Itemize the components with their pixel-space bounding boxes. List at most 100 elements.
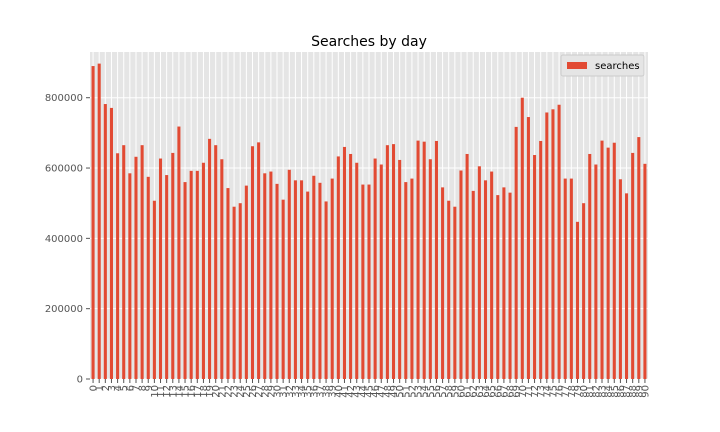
bar — [643, 163, 647, 379]
x-tick-label: 24 — [236, 385, 247, 398]
x-tick-label: 55 — [426, 385, 437, 398]
x-tick-label: 30 — [273, 385, 284, 398]
x-tick-label: 17 — [193, 385, 204, 398]
x-tick-label: 89 — [634, 385, 645, 398]
bar — [336, 156, 340, 379]
x-tick-label: 26 — [248, 385, 259, 398]
bar — [575, 221, 580, 379]
bar — [625, 193, 629, 379]
bar — [171, 152, 175, 379]
x-tick-label: 84 — [604, 385, 615, 398]
bars — [91, 63, 647, 380]
legend-label: searches — [595, 61, 640, 72]
x-tick-label: 62 — [469, 385, 480, 398]
legend: searches — [560, 54, 645, 77]
bar — [306, 191, 310, 379]
bar — [324, 201, 328, 379]
bar — [606, 147, 610, 379]
x-tick-label: 58 — [444, 385, 455, 398]
bar — [367, 184, 371, 379]
bar — [563, 178, 567, 379]
x-tick-label: 82 — [591, 385, 602, 398]
y-axis: 0 200000 400000 600000 800000 — [45, 93, 90, 386]
x-tick-label: 13 — [168, 385, 179, 398]
bar — [398, 159, 402, 379]
bar — [97, 63, 101, 380]
x-tick-label: 0 — [89, 385, 100, 391]
x-tick-label: 42 — [346, 385, 357, 398]
x-tick-label: 77 — [561, 385, 572, 398]
bar — [483, 180, 488, 379]
x-tick-label: 18 — [199, 385, 210, 398]
x-tick-label: 28 — [260, 385, 271, 398]
bar — [459, 170, 463, 379]
bar — [385, 145, 389, 379]
bar — [526, 117, 530, 379]
x-tick-label: 60 — [456, 385, 467, 398]
bar — [379, 164, 383, 379]
bar — [318, 182, 322, 379]
x-tick-label: 90 — [640, 385, 651, 398]
legend-swatch — [567, 62, 587, 69]
y-tick-label: 600000 — [45, 164, 83, 175]
x-tick-label: 41 — [340, 385, 351, 398]
bar — [349, 153, 353, 379]
bar — [637, 137, 641, 379]
bar — [189, 170, 193, 379]
bar — [391, 144, 396, 379]
x-tick-label: 36 — [309, 385, 320, 398]
bar — [410, 178, 414, 379]
x-tick-label: 53 — [414, 385, 425, 398]
x-tick-label: 51 — [401, 385, 412, 398]
bar — [496, 195, 500, 379]
bar — [428, 159, 432, 379]
x-tick-label: 35 — [303, 385, 314, 398]
x-tick-label: 80 — [579, 385, 590, 398]
bar — [195, 170, 199, 379]
x-tick-label: 52 — [407, 385, 418, 398]
x-tick-label: 15 — [181, 385, 192, 398]
legend-box — [560, 54, 645, 77]
x-tick-label: 65 — [487, 385, 498, 398]
bar — [520, 97, 524, 379]
bar — [263, 173, 267, 379]
x-tick-label: 38 — [322, 385, 333, 398]
bar — [232, 206, 236, 379]
bar — [103, 104, 107, 380]
bar — [508, 192, 512, 379]
x-tick-label: 50 — [395, 385, 406, 398]
bar — [177, 126, 181, 380]
bar — [373, 158, 377, 379]
x-tick-label: 40 — [334, 385, 345, 398]
x-tick-label: 79 — [573, 385, 584, 398]
bar — [140, 145, 144, 379]
x-tick-label: 69 — [512, 385, 523, 398]
x-tick-label: 29 — [266, 385, 277, 398]
x-tick-label: 87 — [622, 385, 633, 398]
bar — [441, 187, 445, 379]
x-tick-label: 61 — [463, 385, 474, 398]
x-tick-label: 74 — [542, 385, 553, 398]
bar — [582, 203, 586, 379]
x-tick-label: 14 — [174, 385, 185, 398]
bar — [422, 141, 426, 379]
x-tick-label: 2 — [101, 385, 112, 391]
x-tick-label: 59 — [450, 385, 461, 398]
bar — [342, 146, 347, 379]
y-tick-label: 0 — [77, 375, 83, 386]
bar — [293, 180, 297, 379]
x-tick-label: 70 — [518, 385, 529, 398]
x-tick-label: 25 — [242, 385, 253, 398]
x-tick-label: 37 — [315, 385, 326, 398]
bar — [250, 146, 255, 379]
bar — [134, 156, 138, 379]
x-tick-label: 78 — [567, 385, 578, 398]
bar — [434, 140, 438, 379]
x-tick-label: 39 — [328, 385, 339, 398]
x-tick-label: 75 — [548, 385, 559, 398]
x-tick-label: 57 — [438, 385, 449, 398]
x-tick-label: 72 — [530, 385, 541, 398]
bar — [300, 180, 304, 379]
